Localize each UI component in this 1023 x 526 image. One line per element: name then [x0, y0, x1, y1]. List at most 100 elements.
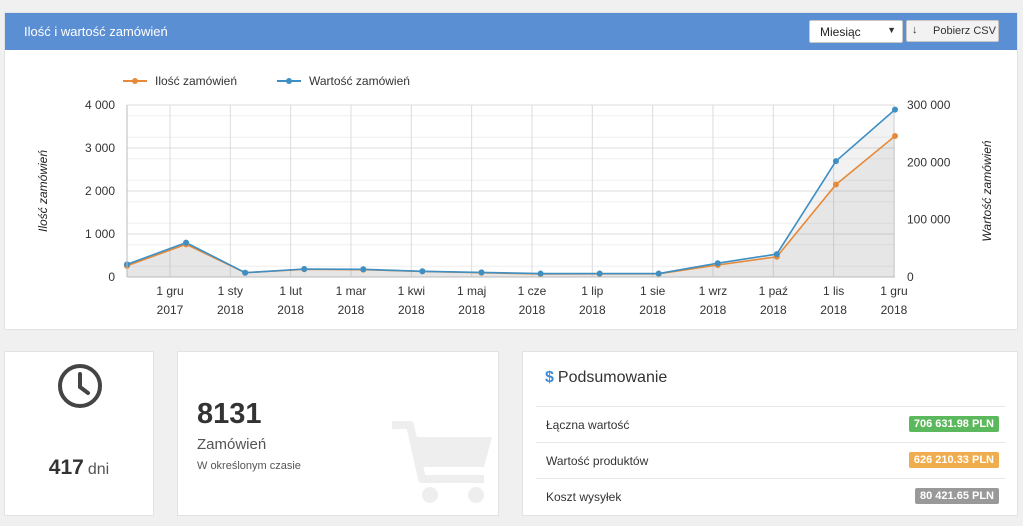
x-tick-label: 1 gru: [880, 284, 907, 298]
data-point: [832, 181, 839, 188]
y-left-tick-label: 2 000: [85, 184, 115, 198]
x-tick-label: 1 sie: [640, 284, 666, 298]
panel-header: Ilość i wartość zamówień Miesiąc ▼ ↓ Pob…: [5, 13, 1017, 50]
days-count: 417 dni: [5, 456, 153, 480]
data-point: [183, 239, 190, 246]
data-point: [832, 158, 839, 165]
days-card: 417 dni: [4, 351, 154, 516]
x-tick-label: 1 paź: [759, 284, 788, 298]
y-right-tick-label: 300 000: [907, 98, 951, 112]
products-value-badge: 626 210.33 PLN: [908, 452, 999, 468]
y-left-tick-label: 0: [108, 270, 115, 284]
chart-grid: [127, 104, 895, 278]
x-tick-label: 2018: [639, 303, 666, 317]
x-tick-label: 2017: [157, 303, 184, 317]
x-tick-label: 1 lip: [581, 284, 603, 298]
summary-title: Podsumowanie: [557, 369, 668, 386]
chart-legend[interactable]: Ilość zamówień Wartość zamówień: [123, 74, 410, 88]
y-right-tick-label: 100 000: [907, 213, 951, 227]
x-tick-label: 1 lut: [279, 284, 302, 298]
x-tick-label: 1 mar: [336, 284, 367, 298]
days-value: 417: [48, 456, 84, 479]
orders-count: 8131: [197, 398, 262, 430]
x-tick-label: 2018: [579, 303, 606, 317]
chart-axes: 0 1 000 2 000 3 000 4 000 0 100 000 200 000 300 …: [36, 98, 994, 317]
data-point: [242, 269, 249, 276]
x-tick-label: 1 wrz: [699, 284, 728, 298]
total-value-badge: 706 631.98 PLN: [908, 416, 999, 432]
x-tick-label: 2018: [398, 303, 425, 317]
x-tick-label: 1 lis: [823, 284, 844, 298]
x-tick-label: 1 cze: [518, 284, 547, 298]
clock-icon: [58, 364, 102, 408]
x-tick-label: 2018: [277, 303, 304, 317]
x-tick-label: 2018: [519, 303, 546, 317]
data-point: [655, 270, 662, 277]
dollar-icon: $: [545, 369, 554, 386]
series-line: [126, 135, 896, 275]
y-right-axis-title: Wartość zamówień: [980, 140, 994, 241]
orders-line-chart: 0 1 000 2 000 3 000 4 000 0 100 000 200 000 300 …: [36, 74, 994, 317]
y-left-tick-label: 4 000: [85, 98, 115, 112]
legend-label: Wartość zamówień: [309, 74, 410, 88]
legend-item[interactable]: Wartość zamówień: [277, 74, 410, 88]
days-unit: dni: [87, 461, 110, 478]
data-point: [773, 251, 780, 258]
shipping-value-badge: 80 421.65 PLN: [915, 488, 999, 504]
series-area: [127, 109, 895, 277]
summary-row-label: Łączna wartość: [546, 418, 630, 432]
x-tick-label: 2018: [338, 303, 365, 317]
data-point: [892, 132, 898, 139]
summary-row-products: Wartość produktów 626 210.33 PLN: [536, 442, 1005, 478]
x-tick-label: 1 gru: [156, 284, 183, 298]
data-point: [419, 268, 426, 275]
y-left-tick-label: 3 000: [85, 141, 115, 155]
series-line: [126, 108, 896, 275]
summary-row-label: Koszt wysyłek: [546, 490, 622, 504]
summary-row-shipping: Koszt wysyłek 80 421.65 PLN: [536, 478, 1005, 514]
period-select-value: Miesiąc: [820, 25, 861, 39]
download-arrow-icon: ↓: [912, 24, 918, 36]
orders-chart-panel: Ilość i wartość zamówień Miesiąc ▼ ↓ Pob…: [4, 12, 1018, 330]
data-point: [596, 270, 603, 277]
data-point: [301, 265, 308, 272]
y-right-tick-label: 0: [907, 270, 914, 284]
x-tick-label: 2018: [881, 303, 908, 317]
x-tick-label: 1 maj: [457, 284, 486, 298]
x-tick-label: 1 sty: [218, 284, 243, 298]
x-tick-label: 2018: [458, 303, 485, 317]
summary-row-label: Wartość produktów: [546, 454, 649, 468]
legend-label: Ilość zamówień: [155, 74, 237, 88]
y-left-axis-title: Ilość zamówień: [36, 150, 50, 232]
x-tick-label: 2018: [217, 303, 244, 317]
x-tick-label: 2018: [820, 303, 847, 317]
x-tick-label: 2018: [760, 303, 787, 317]
download-csv-label: Pobierz CSV: [933, 25, 996, 37]
orders-card: 8131 Zamówień W określonym czasie: [177, 351, 499, 516]
legend-marker: [132, 78, 138, 84]
summary-card: $ Podsumowanie Łączna wartość 706 631.98 …: [522, 351, 1018, 516]
data-point: [360, 266, 367, 273]
panel-title: Ilość i wartość zamówień: [24, 24, 168, 39]
legend-marker: [286, 78, 292, 84]
summary-row-total: Łączna wartość 706 631.98 PLN: [536, 406, 1005, 442]
series-area: [127, 136, 895, 277]
legend-item[interactable]: Ilość zamówień: [123, 74, 237, 88]
x-tick-label: 1 kwi: [398, 284, 425, 298]
y-left-tick-label: 1 000: [85, 227, 115, 241]
orders-label: Zamówień: [197, 436, 267, 453]
data-point: [892, 106, 898, 113]
data-point: [714, 260, 721, 267]
data-point: [478, 269, 485, 276]
download-csv-button[interactable]: ↓ Pobierz CSV: [906, 20, 999, 42]
y-right-tick-label: 200 000: [907, 155, 951, 169]
shopping-cart-icon: [392, 421, 492, 503]
summary-heading: $ Podsumowanie: [545, 369, 667, 387]
chart-area-fills: [127, 109, 895, 277]
period-select[interactable]: Miesiąc ▼: [809, 20, 903, 43]
chart-lines: [126, 108, 896, 275]
orders-sublabel: W określonym czasie: [197, 460, 301, 472]
chevron-down-icon: ▼: [887, 25, 896, 35]
data-point: [537, 270, 544, 277]
x-tick-label: 2018: [700, 303, 727, 317]
